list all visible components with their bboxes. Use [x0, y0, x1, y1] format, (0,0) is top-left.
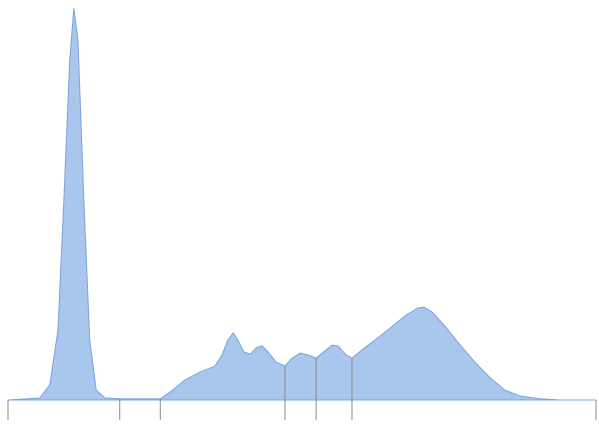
- area: [7, 8, 596, 401]
